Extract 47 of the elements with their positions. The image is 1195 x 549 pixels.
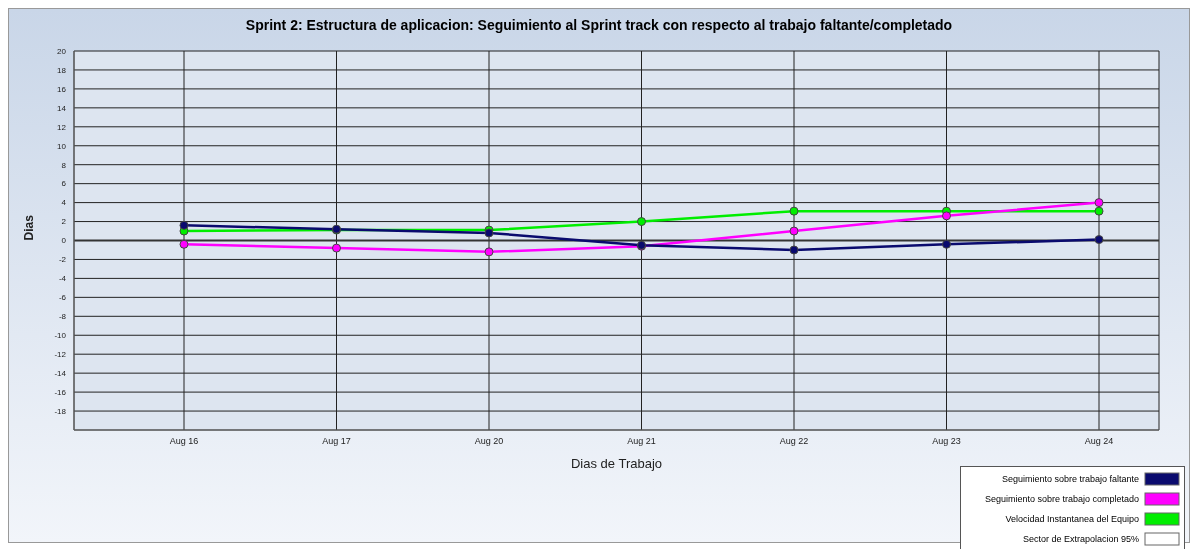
y-tick-label: -10	[54, 331, 67, 341]
y-tick-label: 14	[57, 103, 67, 113]
point	[1094, 206, 1104, 216]
point	[637, 217, 646, 227]
point	[789, 226, 799, 236]
y-tick-label: 16	[57, 84, 67, 94]
y-tick-label: -8	[58, 312, 67, 322]
y-tick-label: -2	[58, 255, 67, 265]
y-tick-label: -14	[54, 368, 67, 378]
legend-label: Seguimiento sobre trabajo completado	[984, 494, 1139, 504]
point	[332, 243, 341, 253]
x-tick-label: Aug 20	[474, 436, 504, 447]
y-tick-label: 10	[57, 141, 67, 151]
y-tick-label: 6	[61, 179, 67, 189]
y-tick-label: -12	[54, 350, 67, 360]
legend-label: Sector de Extrapolacion 95%	[1022, 534, 1139, 544]
y-axis-title: Dias	[22, 214, 37, 241]
point	[1094, 198, 1104, 208]
point	[942, 211, 951, 221]
x-tick-label: Aug 21	[627, 436, 656, 447]
y-tick-label: 8	[61, 160, 67, 170]
y-tick-label: -4	[58, 274, 67, 284]
point	[942, 239, 951, 249]
point	[789, 206, 799, 216]
y-tick-label: 12	[57, 122, 67, 132]
x-axis-title: Dias de Trabajo	[570, 456, 663, 471]
y-tick-label: -16	[54, 387, 67, 397]
x-tick-label: Aug 16	[169, 436, 199, 447]
point	[789, 245, 799, 255]
point	[1094, 235, 1104, 245]
point	[179, 220, 189, 230]
x-tick-label: Aug 24	[1084, 436, 1114, 447]
legend-label: Seguimiento sobre trabajo faltante	[1001, 474, 1139, 484]
x-tick-label: Aug 22	[779, 436, 809, 447]
x-tick-label: Aug 17	[322, 436, 351, 447]
x-tick-label: Aug 23	[932, 436, 961, 447]
y-tick-label: -18	[54, 406, 67, 416]
point	[179, 239, 189, 249]
legend-label: Velocidad Instantanea del Equipo	[1005, 514, 1139, 524]
point	[484, 247, 494, 257]
y-tick-label: 18	[57, 65, 67, 75]
y-tick-label: 0	[61, 236, 67, 246]
y-tick-label: 20	[57, 46, 67, 56]
y-tick-label: 4	[61, 198, 67, 208]
y-tick-label: -6	[58, 293, 67, 303]
chart-title: Sprint 2: Estructura de aplicacion: Seguimiento al Sprint track con respecto al trabajo faltante/completado	[244, 17, 954, 33]
y-tick-label: 2	[61, 217, 67, 227]
